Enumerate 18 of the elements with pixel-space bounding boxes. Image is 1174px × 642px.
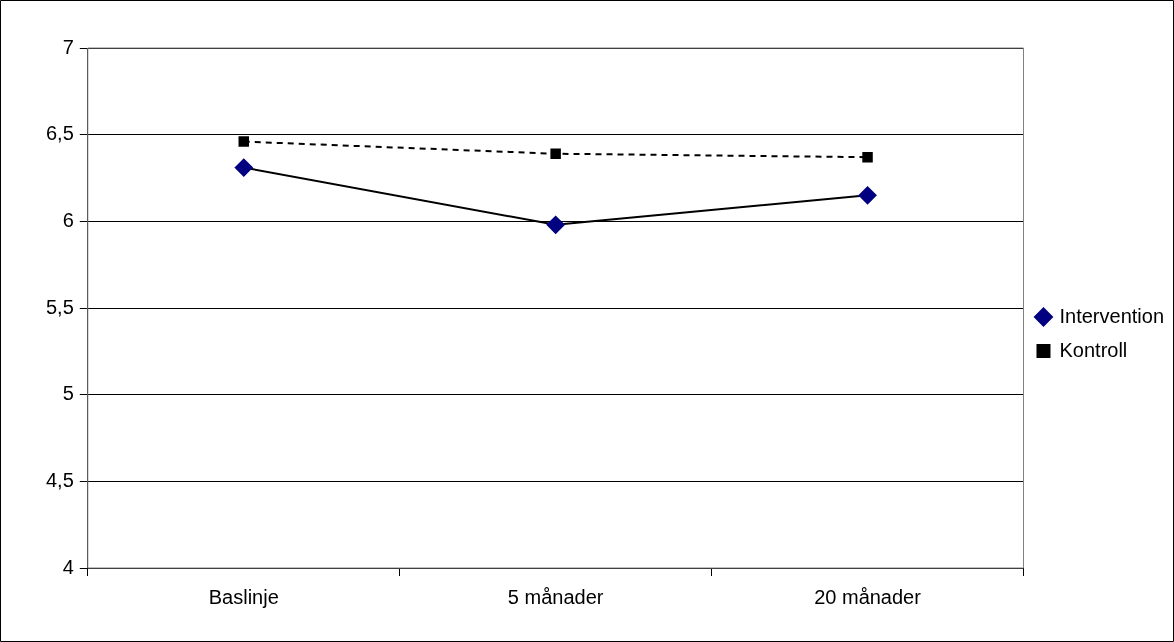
y-tick-label: 6	[62, 208, 74, 231]
point	[550, 148, 561, 159]
y-tick-label: 6,5	[45, 122, 74, 145]
x-tick-label: Baslinje	[208, 585, 279, 608]
y-tick-label: 5,5	[45, 295, 74, 318]
legend-label: Kontroll	[1059, 338, 1128, 361]
y-tick-label: 5	[62, 382, 74, 405]
point	[862, 151, 873, 163]
x-tick-label: 5 månader	[507, 585, 604, 608]
point	[858, 186, 877, 205]
point	[546, 215, 565, 234]
y-tick-label: 4,5	[45, 468, 74, 491]
legend-label: Intervention	[1059, 304, 1164, 327]
point	[238, 136, 249, 147]
x-tick-label: 20 månader	[814, 585, 922, 608]
y-tick-label: 4	[62, 555, 74, 578]
point	[234, 158, 253, 177]
y-tick-label: 7	[62, 35, 74, 58]
